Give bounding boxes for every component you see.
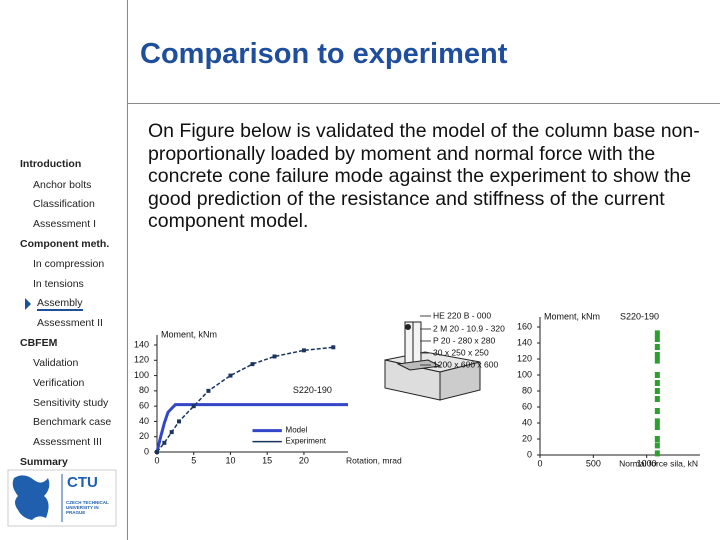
logo-subtitle: CZECH TECHNICAL UNIVERSITY IN PRAGUE bbox=[66, 500, 109, 515]
legend-label: Experiment bbox=[286, 437, 327, 446]
data-point bbox=[654, 344, 660, 350]
data-point bbox=[654, 418, 660, 425]
active-arrow bbox=[25, 298, 31, 310]
data-point bbox=[206, 388, 211, 393]
y-tick-label: 100 bbox=[517, 369, 532, 379]
y-tick-label: 80 bbox=[522, 385, 532, 395]
slide-title: Comparison to experiment bbox=[140, 38, 508, 70]
y-tick-label: 160 bbox=[517, 321, 532, 331]
data-point bbox=[331, 345, 336, 350]
x-tick-label: 5 bbox=[191, 455, 196, 465]
diagram-label: 30 x 250 x 250 bbox=[433, 347, 489, 357]
x-tick-label: 10 bbox=[225, 455, 235, 465]
nav-item[interactable]: Component meth. bbox=[20, 238, 110, 250]
series-line bbox=[155, 403, 348, 453]
data-point bbox=[654, 380, 660, 386]
y-tick-label: 40 bbox=[139, 416, 149, 426]
nav-item[interactable]: In tensions bbox=[33, 278, 84, 290]
data-point bbox=[654, 352, 660, 358]
nav-item[interactable]: Anchor bolts bbox=[33, 179, 92, 191]
data-point bbox=[654, 450, 660, 457]
data-point bbox=[155, 450, 159, 454]
specimen-label: S220-190 bbox=[620, 311, 659, 321]
nav-item[interactable]: Summary bbox=[20, 456, 68, 468]
divider bbox=[127, 0, 128, 540]
data-point bbox=[191, 404, 196, 409]
y-tick-label: 60 bbox=[522, 401, 532, 411]
divider bbox=[127, 103, 720, 104]
column-base-diagram bbox=[384, 321, 481, 401]
data-point bbox=[177, 419, 182, 424]
nav-item[interactable]: Assessment III bbox=[33, 436, 102, 448]
y-tick-label: 60 bbox=[139, 401, 149, 411]
nav-item[interactable]: Sensitivity study bbox=[33, 397, 109, 409]
nav-item-active[interactable]: Assembly bbox=[37, 297, 83, 311]
y-tick-label: 140 bbox=[134, 339, 149, 349]
data-point bbox=[654, 336, 660, 342]
nav-item[interactable]: Verification bbox=[33, 377, 85, 389]
x-axis-label: Normal force sila, kN bbox=[619, 458, 698, 468]
logo-subtitle-box: CZECH TECHNICAL UNIVERSITY IN PRAGUE bbox=[66, 500, 109, 515]
data-point bbox=[272, 354, 277, 359]
data-point bbox=[169, 430, 174, 435]
nav-item[interactable]: Introduction bbox=[20, 158, 82, 170]
data-point bbox=[301, 348, 306, 353]
y-axis-label: Moment, kNm bbox=[544, 311, 600, 321]
nav-item[interactable]: Assessment I bbox=[33, 218, 97, 230]
x-axis-label: Rotation, mrad bbox=[346, 455, 402, 465]
body-text: On Figure below is validated the model o… bbox=[148, 120, 700, 232]
nav-item[interactable]: Assessment II bbox=[37, 317, 103, 329]
data-point bbox=[250, 362, 255, 367]
y-tick-label: 120 bbox=[134, 355, 149, 365]
diagram-label: P 20 - 280 x 280 bbox=[433, 335, 495, 345]
data-point bbox=[654, 388, 660, 394]
data-point bbox=[654, 357, 660, 364]
data-point bbox=[654, 330, 660, 337]
data-point bbox=[228, 373, 233, 378]
y-tick-label: 0 bbox=[144, 446, 149, 456]
y-tick-label: 20 bbox=[139, 431, 149, 441]
data-point bbox=[654, 442, 660, 449]
data-point bbox=[654, 396, 660, 402]
nav-item[interactable]: In compression bbox=[33, 258, 105, 270]
nav-item[interactable]: Classification bbox=[33, 198, 95, 210]
data-point bbox=[654, 372, 660, 378]
diagram-label: 1200 x 600 x 600 bbox=[433, 359, 498, 369]
x-tick-label: 15 bbox=[262, 455, 272, 465]
nav-item[interactable]: Benchmark case bbox=[33, 416, 112, 428]
y-tick-label: 100 bbox=[134, 370, 149, 380]
logo-lion bbox=[12, 475, 50, 520]
x-tick-label: 0 bbox=[537, 458, 542, 468]
data-point bbox=[654, 408, 660, 414]
y-tick-label: 80 bbox=[139, 385, 149, 395]
x-tick-label: 20 bbox=[299, 455, 309, 465]
specimen-label: S220-190 bbox=[293, 385, 332, 395]
logo-name: CTU bbox=[67, 474, 98, 491]
nav-item[interactable]: Validation bbox=[33, 357, 79, 369]
x-tick-label: 0 bbox=[154, 455, 159, 465]
x-tick-label: 500 bbox=[586, 458, 601, 468]
y-axis-label: Moment, kNm bbox=[161, 329, 217, 339]
y-tick-label: 20 bbox=[522, 433, 532, 443]
y-tick-label: 120 bbox=[517, 353, 532, 363]
data-point bbox=[654, 424, 660, 430]
data-point bbox=[654, 436, 660, 442]
y-tick-label: 40 bbox=[522, 417, 532, 427]
diagram-label: 2 M 20 - 10.9 - 320 bbox=[433, 323, 505, 333]
legend-label: Model bbox=[286, 426, 308, 435]
diagram-label: HE 220 B - 000 bbox=[433, 310, 491, 320]
nav-item[interactable]: CBFEM bbox=[20, 337, 58, 349]
x-tick-label: 1000 bbox=[637, 458, 657, 468]
y-tick-label: 0 bbox=[527, 449, 532, 459]
data-point bbox=[162, 440, 167, 445]
y-tick-label: 140 bbox=[517, 337, 532, 347]
